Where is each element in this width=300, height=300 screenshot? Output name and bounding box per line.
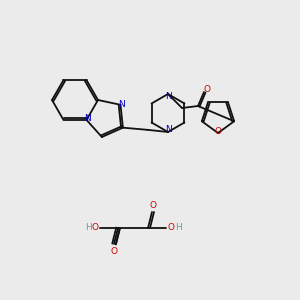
- Text: O: O: [167, 224, 175, 232]
- Text: O: O: [110, 247, 118, 256]
- Text: O: O: [203, 85, 211, 94]
- Text: H: H: [85, 224, 92, 232]
- Text: N: N: [118, 100, 125, 109]
- Text: H: H: [176, 224, 182, 232]
- Text: N: N: [165, 125, 171, 134]
- Text: O: O: [92, 224, 98, 232]
- Text: N: N: [165, 92, 171, 101]
- Text: N: N: [84, 114, 91, 123]
- Text: O: O: [214, 127, 221, 136]
- Text: O: O: [149, 200, 157, 209]
